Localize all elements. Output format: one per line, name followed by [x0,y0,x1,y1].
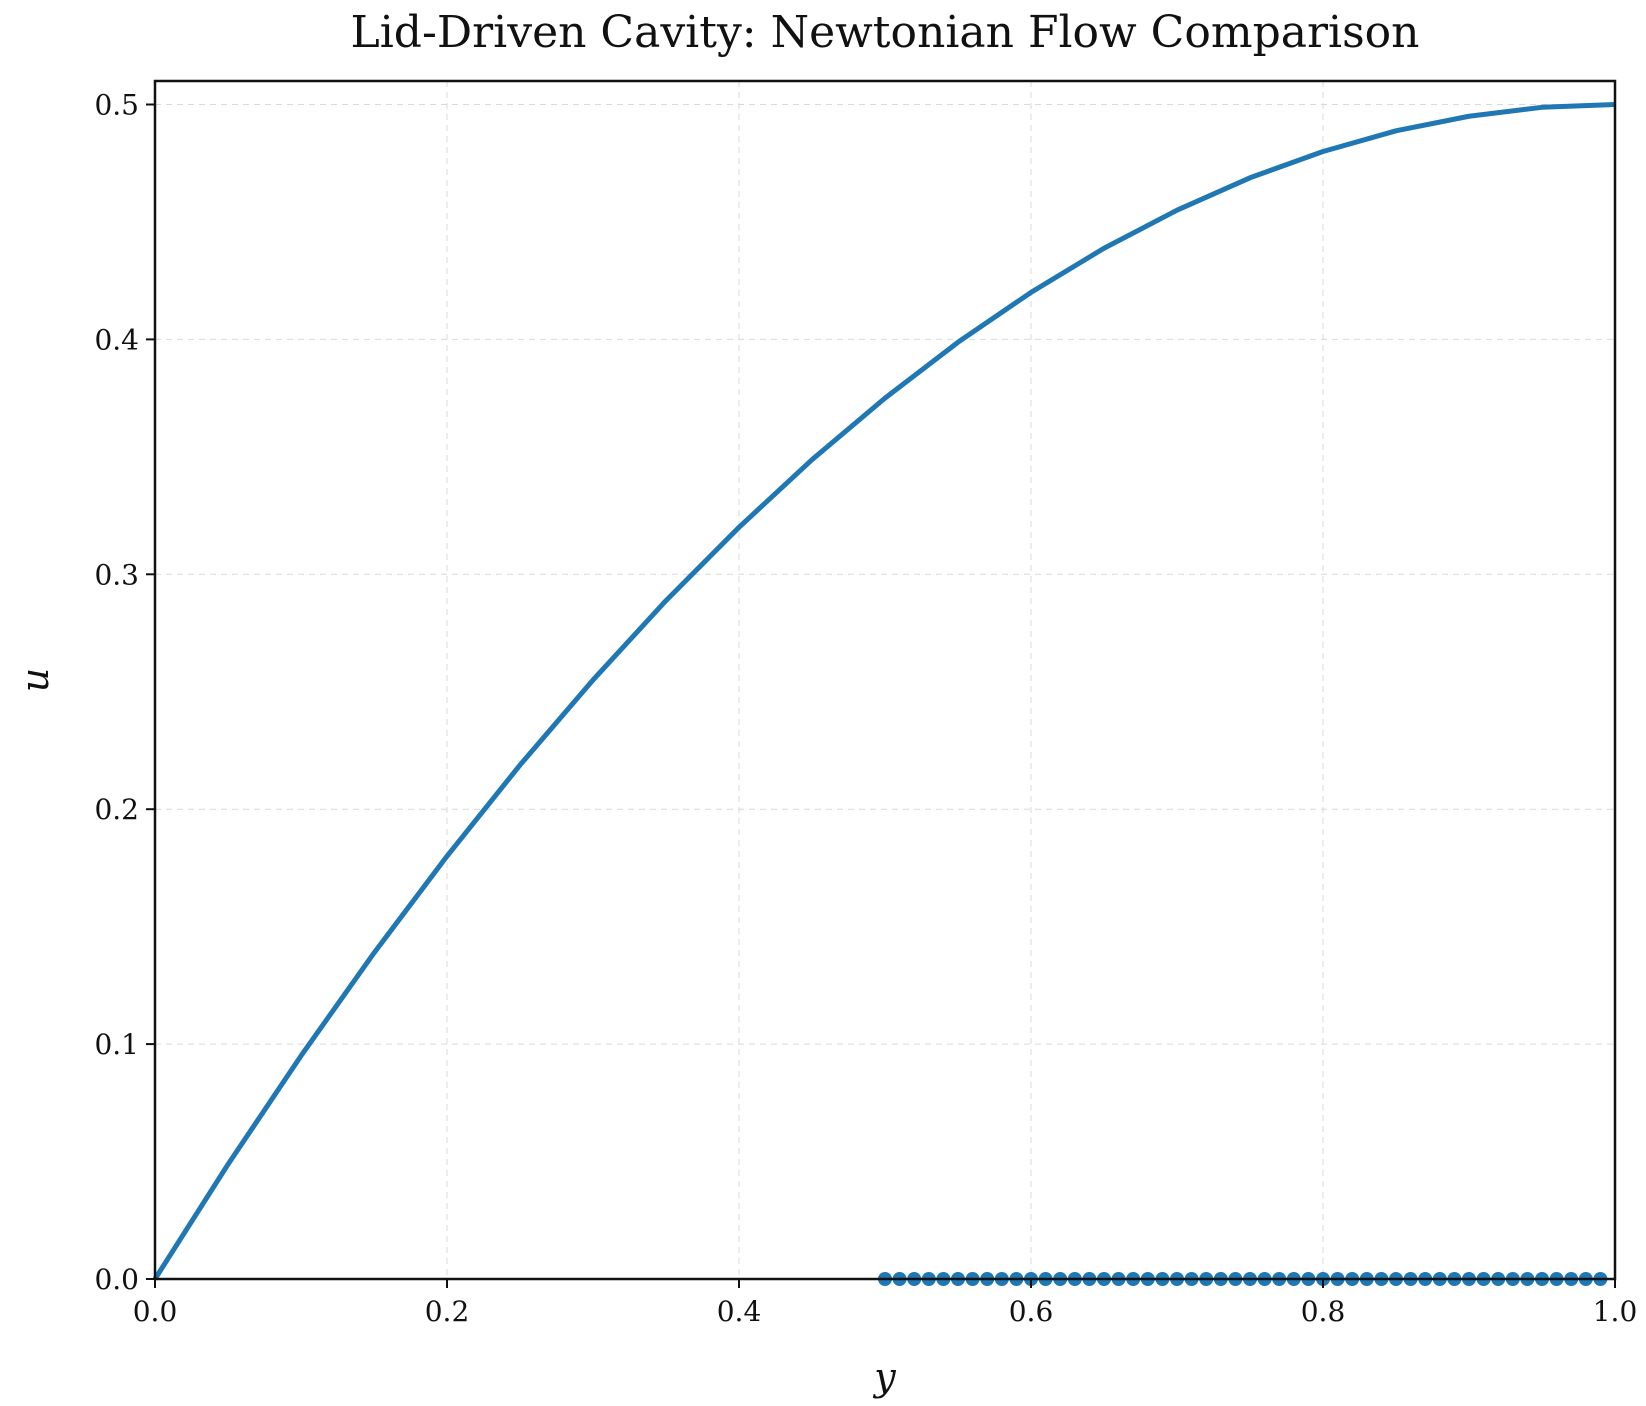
y-tick-label: 0.1 [94,1028,139,1061]
plot-frame [153,79,1617,1281]
data-layer [152,101,1616,1286]
x-tick-label: 0.8 [1301,1295,1346,1328]
x-tick-label: 1.0 [1593,1295,1638,1328]
y-tick-label: 0.5 [94,88,139,121]
x-tick-label: 0.6 [1009,1295,1054,1328]
series-line [152,101,1616,1281]
y-tick-label: 0.2 [94,793,139,826]
x-tick-label: 0.4 [717,1295,762,1328]
y-tick-label: 0.0 [94,1263,139,1296]
tick-layer: 0.0 0.2 0.4 0.6 0.8 1.0 0.0 0.1 0.2 0.3 0.4 0.5 [94,88,1637,1328]
y-axis-label: u [13,668,57,692]
grid-layer [154,81,1616,1280]
x-tick-label: 0.2 [425,1295,470,1328]
x-tick-label: 0.0 [133,1295,178,1328]
x-axis-label: y [872,1355,896,1399]
y-tick-label: 0.4 [94,323,139,356]
y-tick-label: 0.3 [94,558,139,591]
chart-title: Lid-Driven Cavity: Newtonian Flow Compar… [351,7,1420,58]
